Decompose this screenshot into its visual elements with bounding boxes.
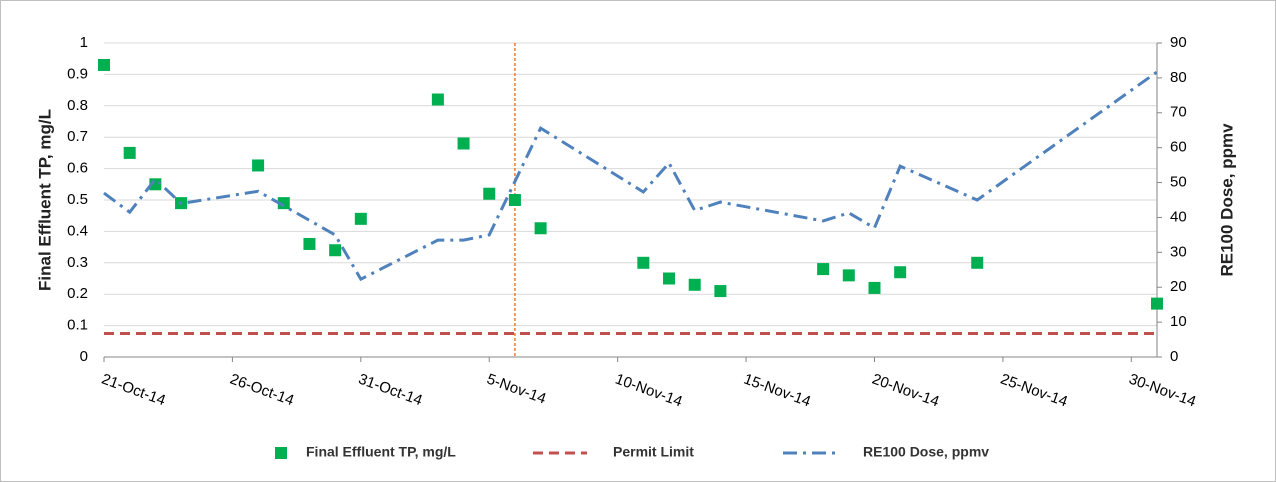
y-tick-label: 0.1 bbox=[67, 317, 88, 334]
marker bbox=[431, 93, 444, 106]
y-tick-label: 0.8 bbox=[67, 97, 88, 114]
marker bbox=[688, 278, 701, 291]
marker bbox=[1151, 297, 1163, 310]
marker bbox=[842, 269, 855, 282]
y-tick-label: 0.6 bbox=[67, 160, 88, 177]
y2-tick-label: 80 bbox=[1170, 69, 1187, 86]
y-tick-label: 0.9 bbox=[67, 65, 88, 82]
marker bbox=[98, 58, 110, 71]
marker bbox=[329, 244, 342, 257]
y2-tick-label: 30 bbox=[1170, 243, 1187, 260]
y2-axis-title: RE100 Dose, ppmv bbox=[1217, 123, 1236, 277]
y2-tick-label: 70 bbox=[1170, 104, 1187, 121]
series-line bbox=[103, 70, 1158, 282]
marker bbox=[508, 194, 521, 206]
marker bbox=[663, 272, 676, 285]
marker bbox=[483, 187, 496, 200]
marker bbox=[277, 197, 290, 210]
y-tick-label: 0.7 bbox=[67, 128, 88, 145]
y2-tick-label: 0 bbox=[1170, 348, 1178, 365]
y-tick-label: 0.4 bbox=[67, 222, 88, 239]
y-tick-label: 0.3 bbox=[67, 254, 88, 271]
marker bbox=[637, 256, 650, 269]
marker bbox=[817, 263, 830, 276]
y-tick-label: 0.5 bbox=[67, 191, 88, 208]
marker bbox=[868, 281, 881, 294]
y2-tick-label: 90 bbox=[1170, 34, 1187, 51]
marker bbox=[971, 256, 984, 269]
legend-label: Permit Limit bbox=[613, 444, 694, 460]
y2-tick-label: 50 bbox=[1170, 174, 1187, 191]
y2-tick-label: 10 bbox=[1170, 313, 1187, 330]
legend-label: Final Effluent TP, mg/L bbox=[306, 444, 456, 460]
legend-label: RE100 Dose, ppmv bbox=[863, 444, 989, 460]
y-axis-title: Final Effluent TP, mg/L bbox=[35, 109, 54, 291]
marker bbox=[252, 159, 265, 172]
y2-tick-label: 20 bbox=[1170, 278, 1187, 295]
marker bbox=[123, 146, 136, 159]
y2-tick-label: 40 bbox=[1170, 208, 1187, 225]
marker bbox=[354, 212, 367, 225]
y-tick-label: 1 bbox=[80, 34, 88, 51]
marker bbox=[714, 285, 727, 298]
marker bbox=[894, 266, 907, 279]
marker bbox=[457, 137, 470, 150]
y2-tick-label: 60 bbox=[1170, 139, 1187, 156]
y-tick-label: 0 bbox=[80, 348, 88, 365]
marker bbox=[534, 222, 547, 235]
y-tick-label: 0.2 bbox=[67, 285, 88, 302]
legend-swatch bbox=[275, 447, 287, 459]
marker bbox=[303, 237, 316, 250]
